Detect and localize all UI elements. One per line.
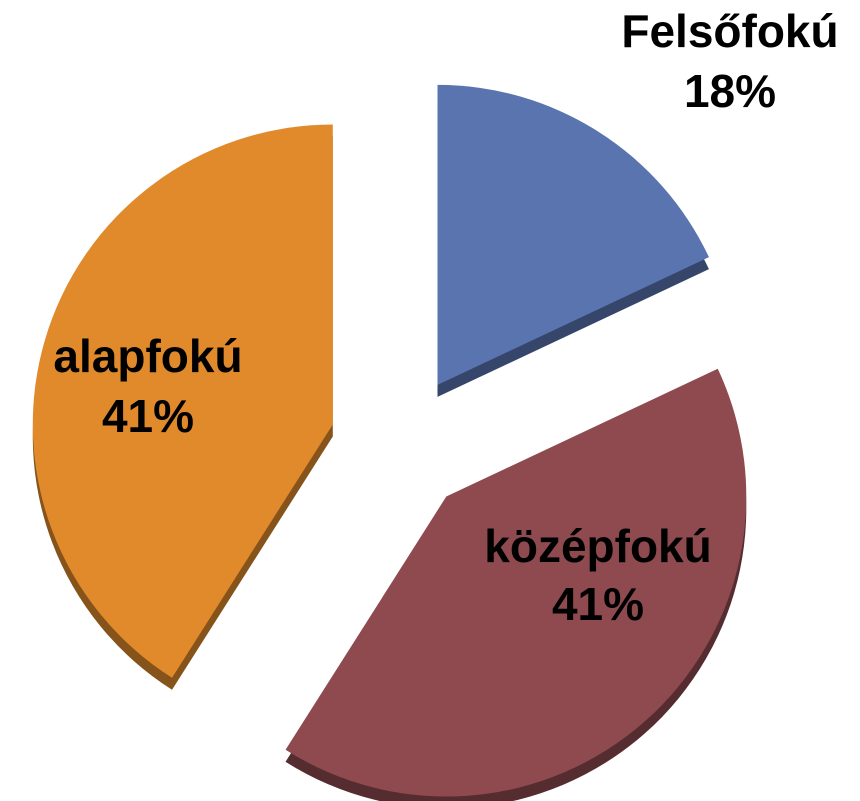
slice-label: alapfokú bbox=[53, 330, 242, 382]
slice-label: Felsőfokú bbox=[621, 5, 838, 57]
slice bbox=[32, 124, 333, 678]
slice-value-label: 18% bbox=[684, 65, 776, 117]
slice bbox=[437, 84, 709, 385]
slice bbox=[285, 368, 747, 797]
slice-value-label: 41% bbox=[102, 390, 194, 442]
slice-value-label: 41% bbox=[552, 578, 644, 630]
slice-label: középfokú bbox=[484, 520, 711, 572]
